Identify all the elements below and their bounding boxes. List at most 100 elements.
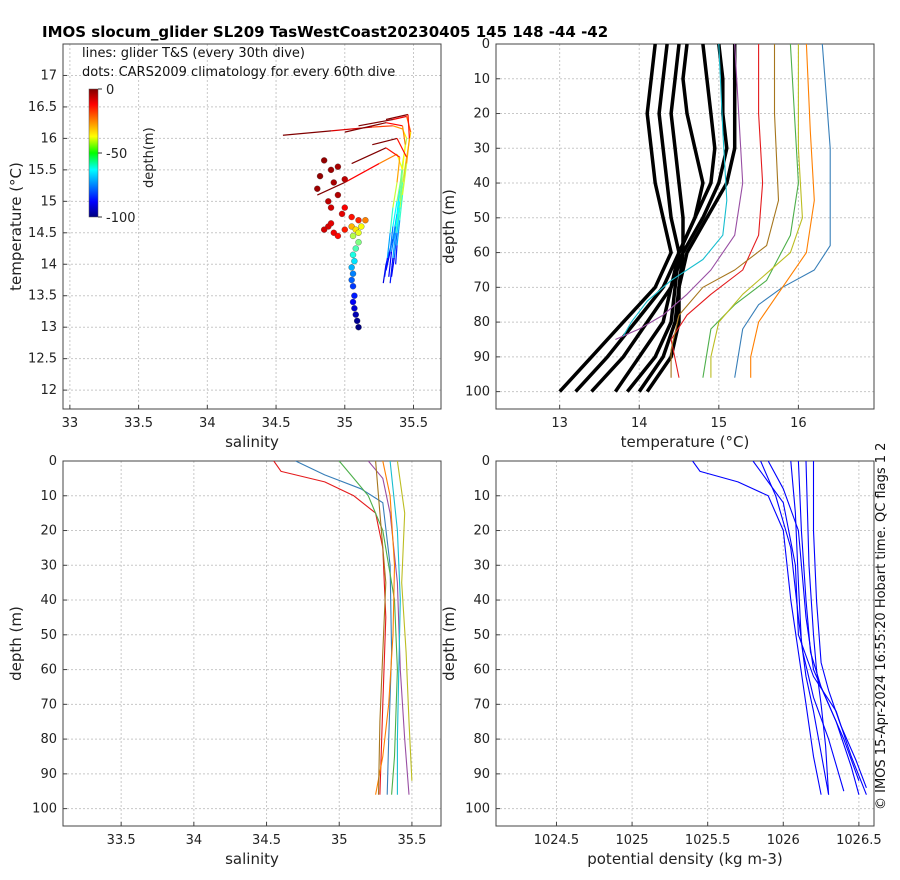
glider-ts-segment	[385, 251, 391, 271]
glider-profile	[702, 44, 799, 378]
glider-profile	[375, 461, 396, 795]
x-axis-label: temperature (°C)	[621, 433, 750, 451]
x-tick-label: 1026	[767, 833, 800, 848]
cars-climatology-point	[321, 157, 328, 164]
x-axis-label: potential density (kg m-3)	[587, 850, 783, 868]
copyright-side-text: © IMOS 15-Apr-2024 16:55:20 Hobart time.…	[874, 443, 889, 810]
cars-climatology-point	[316, 173, 324, 180]
legend-note-dots: dots: CARS2009 climatology for every 60t…	[82, 65, 395, 80]
glider-profile	[295, 461, 393, 795]
glider-profile	[797, 461, 860, 795]
y-tick-label: 12	[40, 383, 57, 398]
y-tick-label: 80	[473, 732, 490, 747]
glider-profile	[750, 44, 815, 378]
cars-climatology-point	[349, 270, 357, 277]
x-tick-label: 1025.5	[685, 833, 731, 848]
glider-ts-segment	[399, 194, 404, 221]
cars-climatology-point	[341, 226, 348, 233]
cars-climatology-profile	[558, 44, 673, 393]
glider-ts-segment	[401, 163, 408, 196]
x-tick-label: 34	[186, 833, 203, 848]
y-tick-label: 0	[482, 37, 490, 52]
x-tick-label: 34.5	[262, 416, 291, 431]
legend-note-lines: lines: glider T&S (every 30th dive)	[82, 46, 305, 61]
glider-ts-segment	[351, 147, 387, 165]
y-tick-label: 13.5	[28, 289, 57, 304]
glider-ts-segment	[392, 201, 398, 227]
y-tick-label: 0	[482, 454, 490, 469]
colorbar-label: depth(m)	[142, 127, 157, 188]
cars-climatology-point	[362, 217, 369, 224]
glider-ts-segment	[399, 169, 404, 202]
glider-ts-segment	[392, 182, 398, 208]
y-tick-label: 14.5	[28, 226, 57, 241]
glider-ts-segment	[389, 226, 394, 252]
y-axis-label: depth (m)	[7, 606, 25, 681]
cars-climatology-profile	[590, 44, 685, 393]
cars-climatology-point	[334, 232, 342, 240]
y-tick-label: 12.5	[28, 352, 57, 367]
glider-ts-segment	[401, 144, 406, 170]
y-tick-label: 50	[40, 628, 57, 643]
x-tick-label: 1024.5	[534, 833, 580, 848]
y-tick-label: 80	[40, 732, 57, 747]
glider-ts-segment	[344, 122, 387, 133]
glider-ts-segment	[396, 220, 401, 246]
glider-profile	[790, 461, 830, 795]
y-tick-label: 100	[465, 385, 490, 400]
y-axis-label: depth (m)	[440, 189, 458, 264]
cars-climatology-point	[349, 232, 357, 240]
x-tick-label: 14	[631, 416, 648, 431]
plot-frame	[62, 43, 442, 410]
cars-climatology-point	[351, 292, 358, 299]
glider-profile	[273, 461, 387, 795]
cars-climatology-point	[355, 229, 362, 236]
cars-climatology-point	[355, 239, 362, 246]
glider-profile	[734, 44, 831, 378]
plot-frame	[62, 460, 442, 827]
plot-area	[692, 461, 867, 795]
glider-ts-segment	[385, 147, 401, 158]
x-tick-label: 35	[331, 833, 348, 848]
glider-ts-segment	[388, 251, 393, 277]
glider-ts-segment	[392, 125, 403, 130]
colorbar-gradient	[88, 88, 99, 218]
cars-climatology-point	[358, 223, 365, 230]
y-tick-label: 60	[473, 246, 490, 261]
cars-climatology-profile	[645, 44, 737, 393]
salinity-depth-axes: 33.5 34 34.5 35 35.5 0 10 20 30 40 50 60 70 80 90 100 sa…	[7, 454, 442, 868]
glider-ts-segment	[358, 118, 393, 127]
glider-profile	[389, 461, 401, 795]
cars-climatology-point	[334, 191, 342, 199]
plot-area	[273, 461, 413, 795]
cars-climatology-point	[349, 298, 357, 306]
y-tick-label: 15	[40, 194, 57, 209]
y-tick-label: 30	[40, 558, 57, 573]
y-tick-label: 60	[473, 663, 490, 678]
y-tick-label: 30	[473, 558, 490, 573]
y-tick-label: 16	[40, 131, 57, 146]
glider-ts-segment	[406, 138, 410, 164]
cars-climatology-point	[349, 283, 357, 290]
cars-climatology-point	[330, 179, 337, 186]
colorbar-tick-label: -50	[106, 147, 127, 162]
figure-title: IMOS slocum_glider SL209 TasWestCoast202…	[42, 23, 608, 41]
y-tick-label: 30	[473, 141, 490, 156]
cars-climatology-point	[354, 317, 361, 325]
y-tick-label: 17	[40, 68, 57, 83]
cars-climatology-point	[349, 251, 357, 258]
glider-profile	[338, 461, 398, 795]
glider-ts-segment	[372, 137, 398, 146]
glider-ts-segment	[396, 188, 401, 214]
cars-climatology-point	[325, 198, 332, 205]
y-tick-label: 50	[473, 628, 490, 643]
depth-colorbar: depth(m) 0 -50 -100	[88, 83, 157, 226]
y-tick-label: 15.5	[28, 163, 57, 178]
glider-ts-segment	[392, 213, 398, 240]
glider-ts-segment	[392, 115, 407, 121]
cars-climatology-point	[314, 185, 321, 192]
glider-ts-segment	[389, 257, 394, 284]
y-tick-label: 0	[49, 454, 57, 469]
glider-profile	[670, 44, 764, 378]
cars-climatology-point	[321, 226, 328, 233]
